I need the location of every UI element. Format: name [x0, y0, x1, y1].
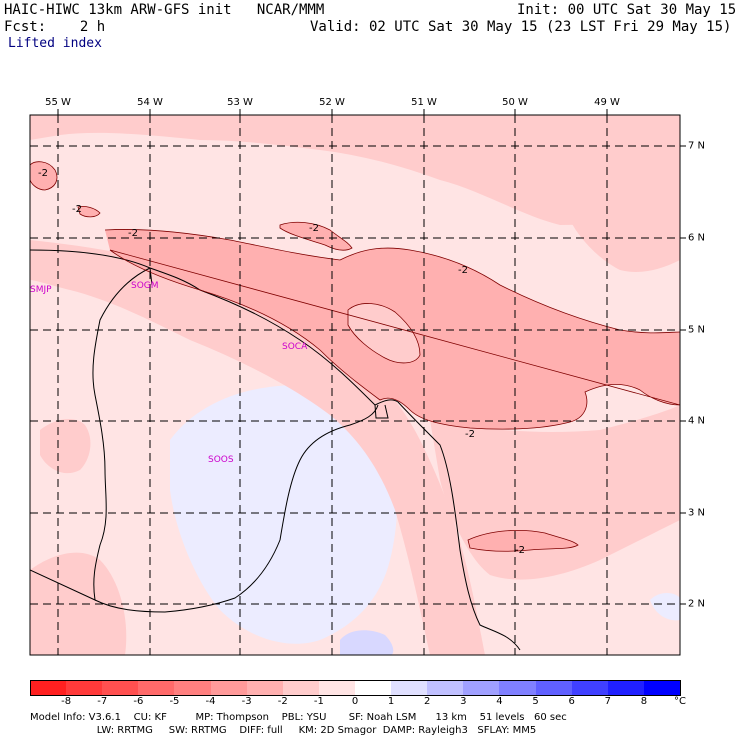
colorbar-cell [643, 680, 682, 696]
colorbar-tick-label: 1 [387, 696, 395, 707]
lon-label: 53 W [227, 97, 253, 108]
contour-label: -2 [465, 429, 475, 440]
station-soca: SOCA [282, 342, 308, 352]
contour-label: -2 [38, 168, 48, 179]
colorbar-tick-label: 4 [496, 696, 503, 707]
lat-label: 7 N [688, 140, 706, 152]
colorbar-tick-label: 7 [604, 696, 611, 707]
colorbar-tick-label: -7 [97, 696, 108, 707]
colorbar-cell [535, 680, 573, 696]
contour-label: -2 [458, 265, 468, 276]
contour-label: -2 [128, 228, 138, 239]
colorbar-tick-label: -6 [133, 696, 144, 707]
field-region-sw-pink [30, 552, 127, 655]
colorbar-cell [66, 680, 103, 696]
border-south [94, 404, 379, 613]
station-sogm: SOGM [131, 281, 159, 291]
model-info-line2: LW: RRTMG SW: RRTMG DIFF: full KM: 2D Sm… [30, 725, 537, 736]
colorbar-cell [318, 680, 356, 696]
contour-label: -2 [72, 204, 82, 215]
init-time: Init: 00 UTC Sat 30 May 15 [517, 2, 737, 18]
field-region-w-pink [40, 418, 91, 474]
field-region-m2-m1b [30, 240, 485, 655]
colorbar-tick-label: 0 [351, 696, 359, 707]
valid-time: Valid: 02 UTC Sat 30 May 15 (23 LST Fri … [310, 19, 732, 35]
lon-label: 51 W [411, 97, 437, 108]
colorbar-cell [391, 680, 428, 696]
colorbar-cell [607, 680, 645, 696]
colorbar-cell [174, 680, 212, 696]
colorbar-tick-label: 3 [460, 696, 467, 707]
field-region-m3-m2c [280, 222, 352, 251]
contour-label: -2 [309, 223, 319, 234]
colorbar-tick-label: -2 [277, 696, 288, 707]
station-smjp: SMJP [30, 285, 52, 295]
colorbar-cell [499, 680, 537, 696]
colorbar-tick-label: -4 [205, 696, 216, 707]
colorbar-cell [30, 680, 68, 696]
lon-label: 55 W [45, 97, 71, 108]
coastline [30, 249, 521, 651]
contour-label: -2 [515, 545, 525, 556]
field-region-0-1b [340, 630, 394, 655]
field-region-m3-m2b [78, 206, 100, 217]
colorbar-cell [210, 680, 248, 696]
border-north-river [149, 267, 153, 286]
colorbar-cell [355, 680, 392, 696]
field-name: Lifted index [8, 36, 102, 51]
colorbar-tick-label: 5 [532, 696, 539, 707]
colorbar-cell [282, 680, 320, 696]
colorbar-tick-label: -1 [313, 696, 324, 707]
model-info-line1: Model Info: V3.6.1 CU: KF MP: Thompson P… [30, 712, 567, 723]
border-west [30, 267, 151, 601]
border-east-river [374, 404, 389, 419]
lat-label: 4 N [688, 415, 706, 427]
lon-label: 54 W [137, 97, 163, 108]
field-region-ne-pink [558, 120, 680, 272]
station-soos: SOOS [208, 455, 234, 465]
lat-label: 2 N [688, 598, 706, 610]
colorbar-tick-label: 8 [640, 696, 648, 707]
colorbar-cell [102, 680, 139, 696]
lon-label: 50 W [502, 97, 528, 108]
field-region-hole [348, 303, 420, 363]
field-region-0-1 [170, 385, 398, 644]
colorbar-tick-label: -3 [241, 696, 252, 707]
colorbar-cell [571, 680, 609, 696]
field-region-m2-m1 [30, 115, 680, 225]
colorbar-tick-label: -8 [61, 696, 72, 707]
colorbar-unit: °C [674, 696, 686, 707]
field-region-m3-m2a [30, 161, 57, 190]
field-region-m3-m2-s [468, 530, 578, 552]
colorbar-tick-label: 6 [568, 696, 575, 707]
lat-label: 6 N [688, 232, 706, 244]
lat-label: 5 N [688, 324, 706, 336]
colorbar-cell [427, 680, 464, 696]
colorbar-cell [246, 680, 284, 696]
lon-label: 49 W [594, 97, 620, 108]
lat-label: 3 N [688, 507, 706, 519]
forecast-hour: Fcst: 2 h [4, 19, 106, 35]
field-region-se-blue [650, 593, 680, 621]
colorbar-cell [138, 680, 175, 696]
colorbar-tick-label: -5 [169, 696, 180, 707]
map-frame [29, 114, 681, 656]
colorbar-tick-label: 2 [424, 696, 431, 707]
title-left: HAIC-HIWC 13km ARW-GFS init NCAR/MMM [4, 2, 325, 18]
lon-label: 52 W [319, 97, 345, 108]
colorbar-cell [463, 680, 500, 696]
